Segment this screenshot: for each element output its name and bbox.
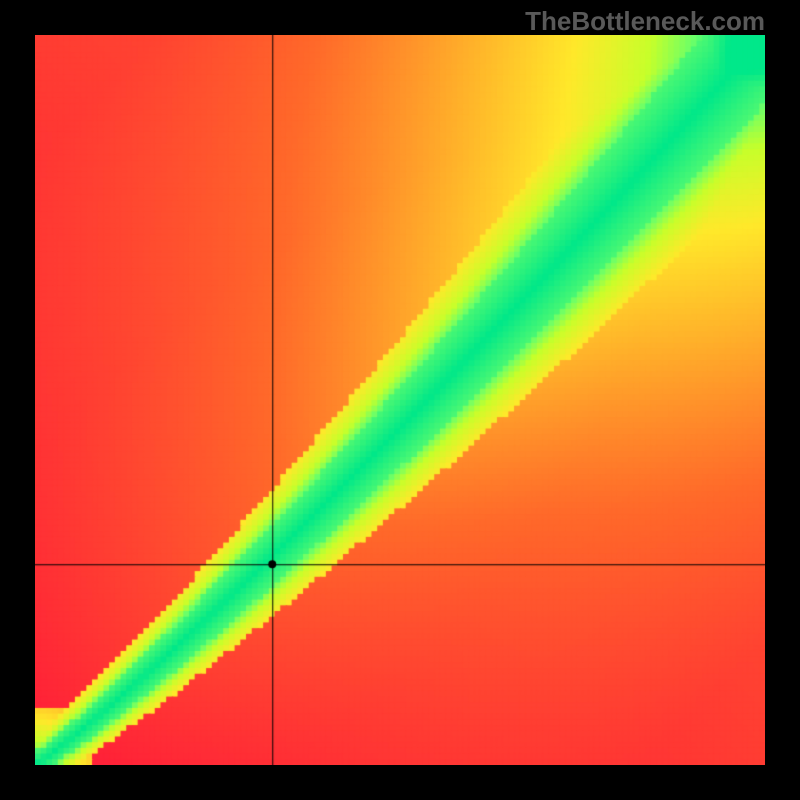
watermark-text: TheBottleneck.com bbox=[525, 6, 765, 37]
bottleneck-heatmap bbox=[35, 35, 765, 765]
